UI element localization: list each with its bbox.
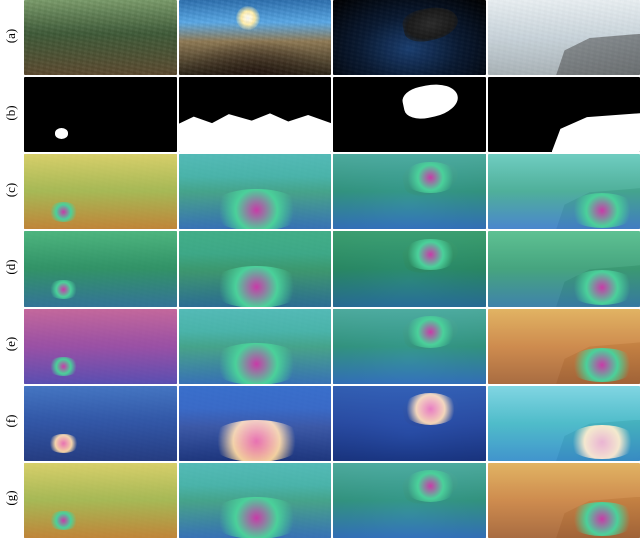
cell-e3-heat — [333, 309, 486, 384]
row-label-f: (f) — [3, 410, 19, 432]
row-label-c: (c) — [3, 179, 19, 201]
cell-g3-heat — [333, 463, 486, 538]
cell-a2-input — [179, 0, 332, 75]
row-label-e: (e) — [3, 333, 19, 355]
cell-d3-heat — [333, 231, 486, 306]
row-label-g: (g) — [3, 487, 19, 509]
cell-f1-heat — [24, 386, 177, 461]
cell-g1-heat — [24, 463, 177, 538]
cell-c4-heat — [488, 154, 640, 229]
cell-c3-heat — [333, 154, 486, 229]
cell-a4-input — [488, 0, 640, 75]
cell-f4-heat — [488, 386, 640, 461]
cell-c2-heat — [179, 154, 332, 229]
cell-g4-heat — [488, 463, 640, 538]
cell-e2-heat — [179, 309, 332, 384]
cell-b3-mask — [333, 77, 486, 152]
cell-d4-heat — [488, 231, 640, 306]
cell-a3-input — [333, 0, 486, 75]
cell-f2-heat — [179, 386, 332, 461]
cell-g2-heat — [179, 463, 332, 538]
cell-e1-heat — [24, 309, 177, 384]
cell-d1-heat — [24, 231, 177, 306]
cell-d2-heat — [179, 231, 332, 306]
cell-b2-mask — [179, 77, 332, 152]
cell-e4-heat — [488, 309, 640, 384]
cell-f3-heat — [333, 386, 486, 461]
cell-b4-mask — [488, 77, 640, 152]
figure-grid — [24, 0, 640, 538]
row-label-b: (b) — [3, 102, 19, 124]
cell-c1-heat — [24, 154, 177, 229]
cell-b1-mask — [24, 77, 177, 152]
row-label-d: (d) — [3, 256, 19, 278]
row-label-a: (a) — [3, 25, 19, 47]
cell-a1-input — [24, 0, 177, 75]
